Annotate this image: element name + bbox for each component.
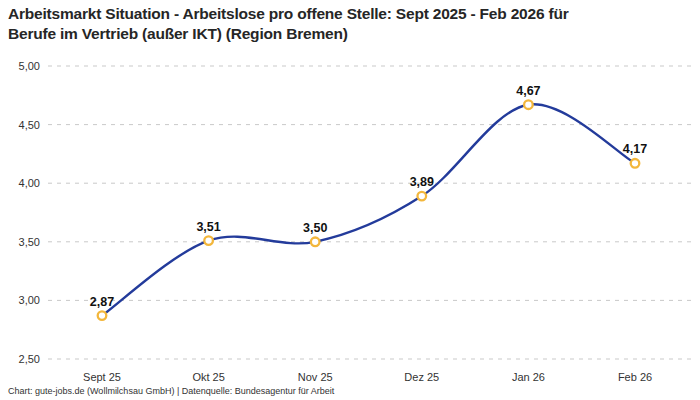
plot-area bbox=[0, 0, 700, 400]
data-point-marker bbox=[98, 311, 107, 320]
x-axis-tick-label: Dez 25 bbox=[404, 370, 439, 384]
data-point-marker bbox=[418, 192, 427, 201]
x-axis-tick-label: Jan 26 bbox=[512, 370, 545, 384]
data-point-marker bbox=[631, 159, 640, 168]
data-point-value-label: 3,50 bbox=[303, 221, 327, 235]
data-point-value-label: 3,51 bbox=[196, 220, 220, 234]
data-point-marker bbox=[204, 236, 213, 245]
y-axis-tick-label: 3,00 bbox=[0, 293, 40, 307]
x-axis-tick-label: Okt 25 bbox=[192, 370, 224, 384]
y-axis-tick-label: 2,50 bbox=[0, 352, 40, 366]
data-point-value-label: 3,89 bbox=[410, 175, 434, 189]
y-axis-tick-label: 3,50 bbox=[0, 235, 40, 249]
x-axis-tick-label: Feb 26 bbox=[618, 370, 652, 384]
data-point-marker bbox=[311, 238, 320, 247]
data-point-marker bbox=[524, 100, 533, 109]
data-point-value-label: 4,67 bbox=[516, 84, 540, 98]
trend-line bbox=[102, 104, 635, 315]
x-axis-tick-label: Sept 25 bbox=[83, 370, 121, 384]
chart-footer-attribution: Chart: gute-jobs.de (Wollmilchsau GmbH) … bbox=[8, 386, 334, 397]
y-axis-tick-label: 5,00 bbox=[0, 59, 40, 73]
x-axis-tick-label: Nov 25 bbox=[298, 370, 333, 384]
chart-container: Arbeitsmarkt Situation - Arbeitslose pro… bbox=[0, 0, 700, 400]
y-axis-tick-label: 4,00 bbox=[0, 176, 40, 190]
y-axis-tick-label: 4,50 bbox=[0, 118, 40, 132]
data-point-value-label: 4,17 bbox=[623, 142, 647, 156]
data-point-value-label: 2,87 bbox=[90, 295, 114, 309]
